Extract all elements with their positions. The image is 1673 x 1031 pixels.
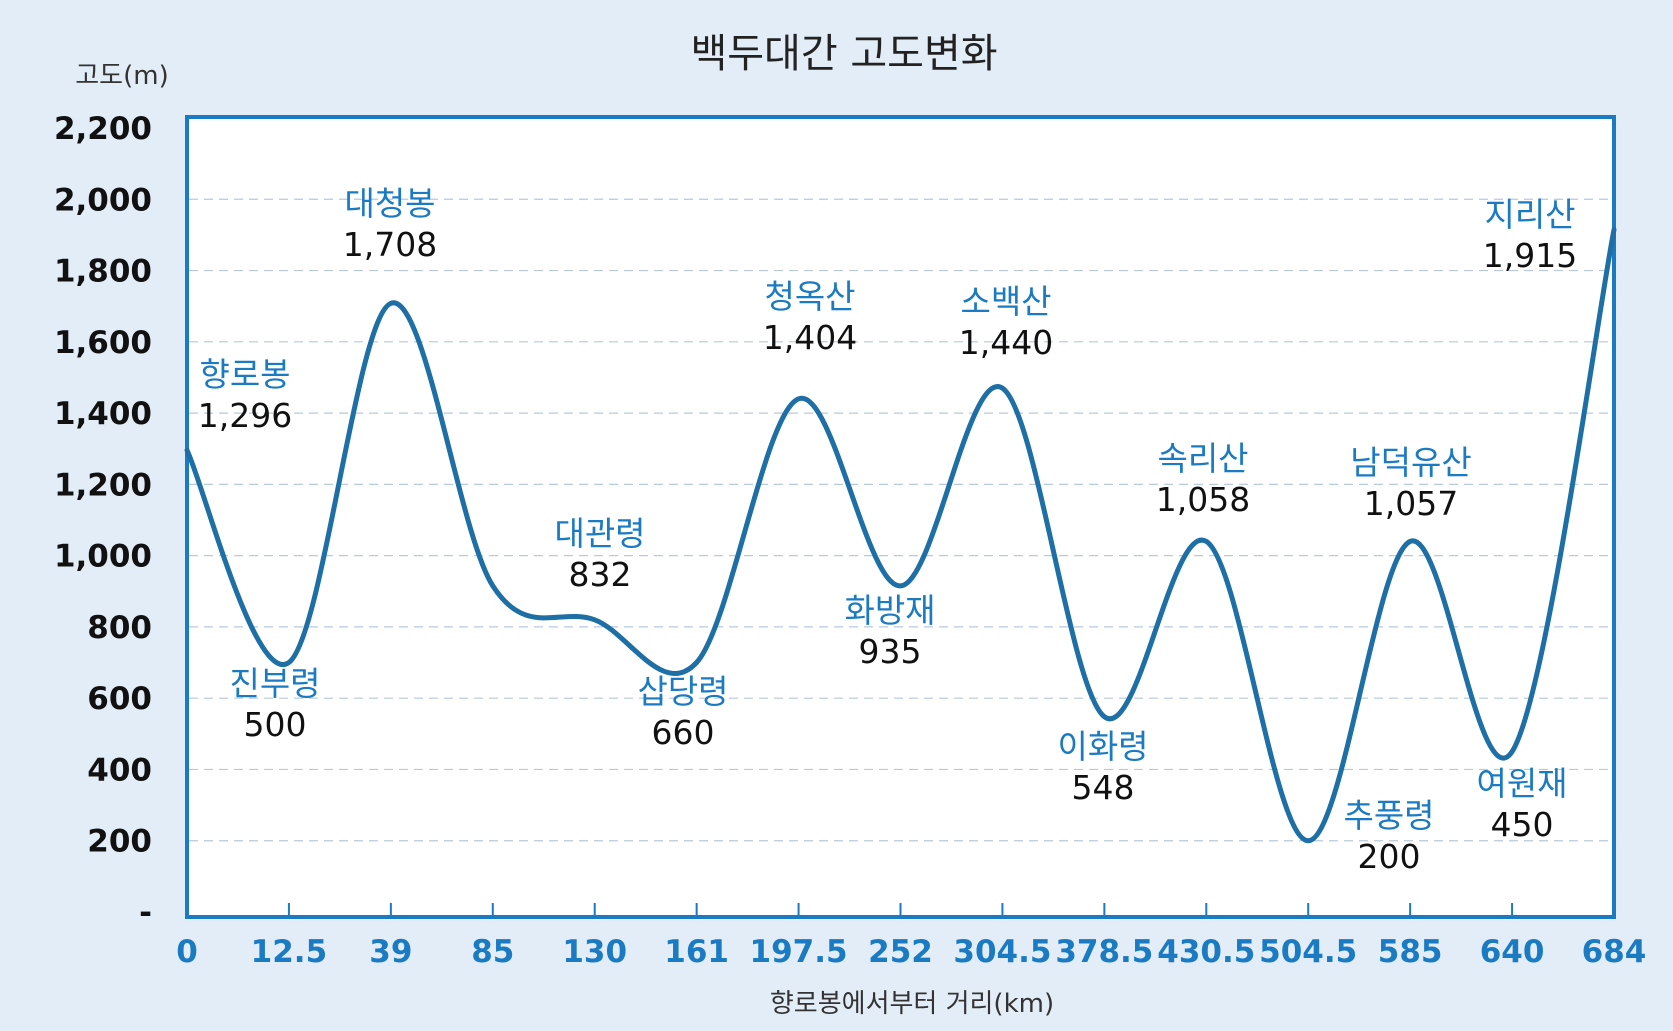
y-axis-ticks: - 200 400 600 800 1,000 1,200 1,400 1,600 1,800 2,…	[54, 111, 152, 931]
peak-name: 소백산	[960, 282, 1051, 321]
y-tick-label: 1,200	[54, 467, 152, 503]
peak-elevation: 1,708	[343, 225, 437, 264]
peak-elevation: 1,296	[198, 396, 292, 435]
peak-elevation: 832	[569, 555, 632, 594]
x-tick-label: 585	[1378, 934, 1443, 970]
peak-elevation: 1,440	[959, 323, 1053, 362]
peak-elevation: 1,915	[1483, 236, 1577, 275]
peak-elevation: 1,057	[1364, 484, 1458, 523]
peak-elevation: 935	[859, 632, 922, 671]
y-tick-label: 400	[87, 752, 152, 788]
peak-name: 향로봉	[199, 355, 290, 394]
peak-elevation: 200	[1358, 837, 1421, 876]
peak-name: 속리산	[1157, 439, 1248, 478]
x-tick-label: 252	[868, 934, 933, 970]
peak-elevation: 1,404	[763, 318, 857, 357]
y-tick-label: 2,000	[54, 182, 152, 218]
x-tick-label: 640	[1480, 934, 1545, 970]
peak-name: 삽당령	[637, 672, 728, 711]
grid-lines	[189, 198, 1612, 842]
x-tick-label: 0	[176, 934, 198, 970]
x-tick-label: 39	[369, 934, 412, 970]
x-axis-label: 향로봉에서부터 거리(km)	[770, 989, 1054, 1019]
peak-name: 대청봉	[344, 184, 435, 223]
y-tick-label: -	[139, 895, 152, 931]
x-tick-label: 430.5	[1157, 934, 1255, 970]
peak-name: 지리산	[1484, 195, 1575, 234]
x-tick-label: 161	[664, 934, 729, 970]
peak-name: 이화령	[1057, 727, 1148, 766]
elevation-line	[184, 227, 1617, 844]
y-tick-label: 2,200	[54, 111, 152, 147]
peak-elevation: 548	[1072, 768, 1135, 807]
peak-name: 청옥산	[764, 277, 855, 316]
peak-name: 추풍령	[1343, 796, 1434, 835]
y-tick-label: 1,600	[54, 325, 152, 361]
y-tick-label: 600	[87, 681, 152, 717]
peak-elevation: 450	[1491, 805, 1554, 844]
peak-elevation: 500	[244, 705, 307, 744]
y-tick-label: 200	[87, 824, 152, 860]
x-tick-label: 684	[1582, 934, 1647, 970]
peak-name: 남덕유산	[1350, 443, 1471, 482]
y-tick-label: 1,000	[54, 539, 152, 575]
peak-name: 여원재	[1476, 764, 1567, 803]
x-tick-label: 197.5	[750, 934, 848, 970]
peak-labels: 향로봉1,296진부령500대청봉1,708대관령832삽당령660청옥산1,4…	[198, 184, 1577, 876]
y-axis-unit-label: 고도(m)	[75, 61, 168, 91]
peak-elevation: 660	[652, 713, 715, 752]
x-tick-label: 12.5	[251, 934, 328, 970]
y-tick-label: 1,800	[54, 254, 152, 290]
peak-name: 화방재	[844, 591, 935, 630]
peak-elevation: 1,058	[1156, 480, 1250, 519]
x-tick-label: 85	[471, 934, 514, 970]
y-tick-label: 800	[87, 610, 152, 646]
plot-frame	[185, 115, 1616, 919]
x-tick-label: 304.5	[953, 934, 1051, 970]
x-tick-label: 130	[562, 934, 627, 970]
y-tick-label: 1,400	[54, 396, 152, 432]
x-axis-ticks: 0 12.5 39 85 130 161 197.5 252 304.5 378.5 430.5 50…	[176, 903, 1646, 970]
x-tick-label: 378.5	[1055, 934, 1153, 970]
x-tick-label: 504.5	[1259, 934, 1357, 970]
peak-name: 대관령	[554, 514, 645, 553]
chart-title: 백두대간 고도변화	[690, 31, 997, 77]
peak-name: 진부령	[229, 664, 320, 703]
